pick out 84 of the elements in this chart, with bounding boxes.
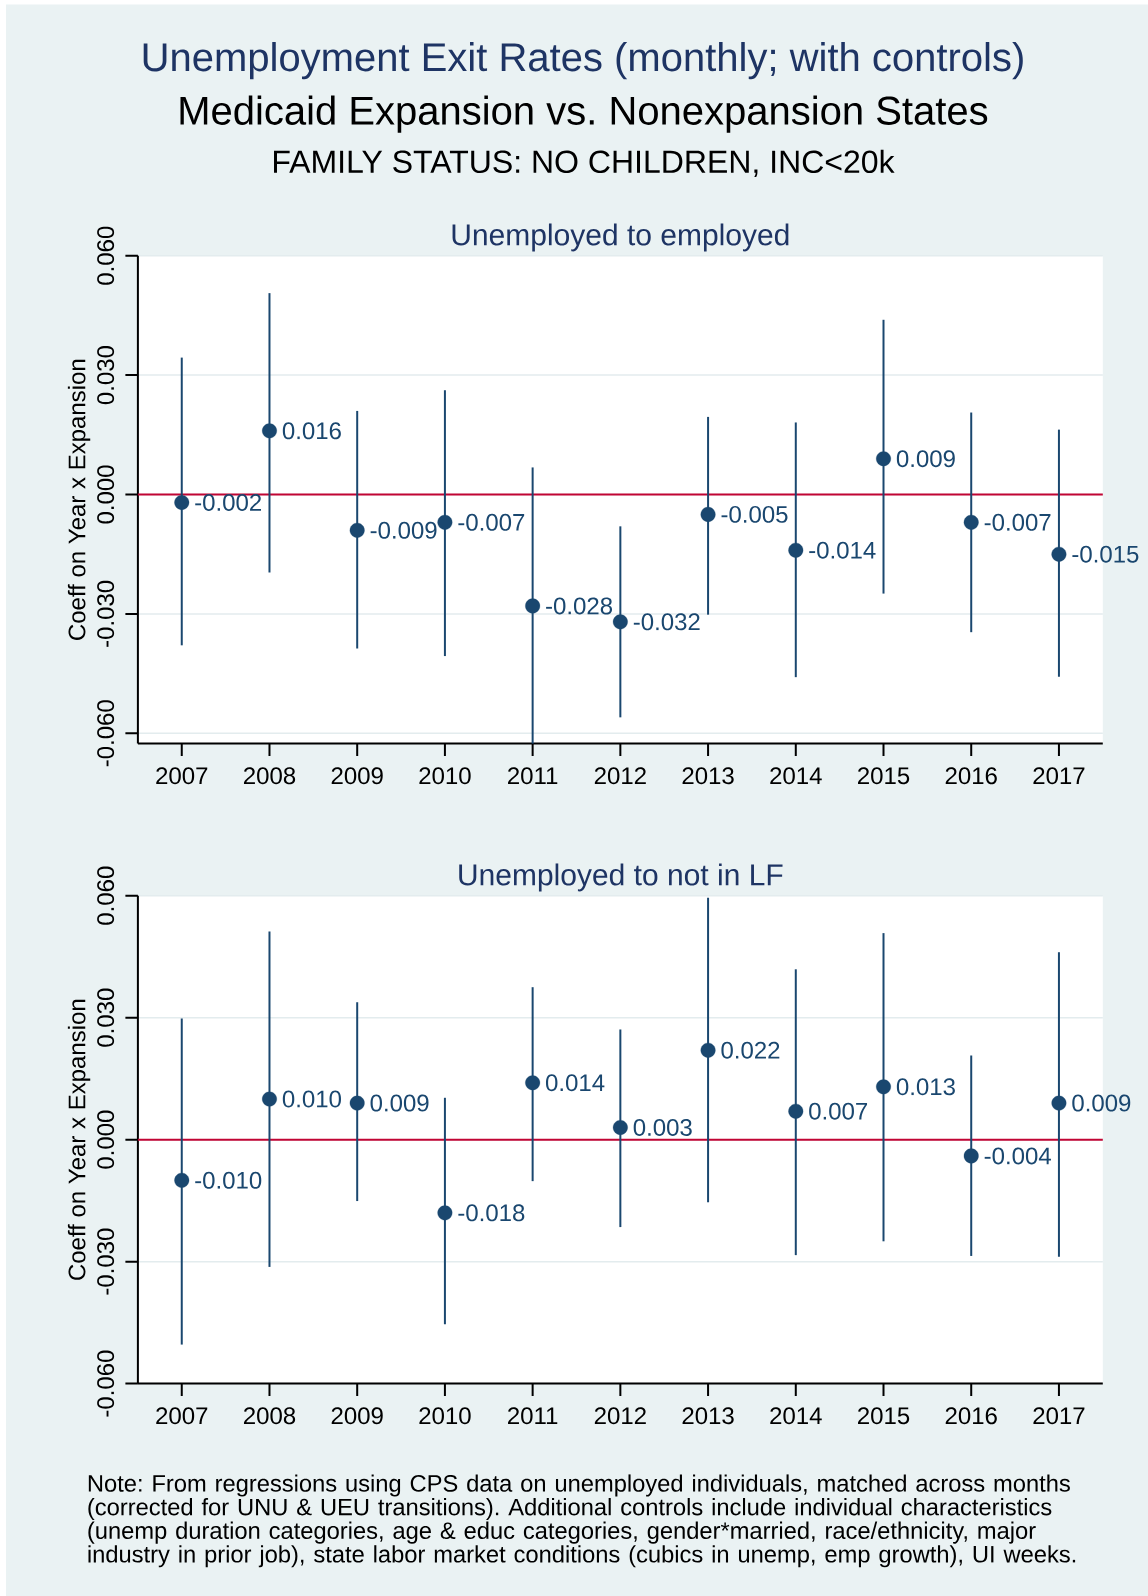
data-label: 0.009	[370, 1094, 429, 1112]
data-label: 0.010	[282, 1090, 341, 1108]
point	[963, 514, 979, 530]
x-tick-label: 2016	[945, 1407, 997, 1425]
data-label: -0.032	[633, 613, 700, 631]
point	[262, 423, 277, 439]
x-tick-label: 2009	[331, 767, 383, 785]
x-tick-label: 2008	[243, 1407, 296, 1425]
point	[174, 495, 190, 510]
x-tick-label: 2012	[594, 767, 646, 785]
point	[262, 1091, 277, 1107]
y-tick-label: 0.060	[97, 226, 115, 285]
data-label: -0.004	[984, 1147, 1051, 1165]
text: Medicaid Expansion vs. Nonexpansion States	[180, 95, 988, 133]
y-tick-label: 0.060	[97, 866, 115, 925]
point	[700, 506, 716, 522]
data-label: -0.010	[195, 1171, 262, 1189]
point	[963, 1148, 979, 1164]
point	[525, 1075, 541, 1091]
point	[349, 1095, 365, 1111]
text: FAMILY STATUS: NO CHILDREN, INC<20k	[274, 149, 895, 177]
y-tick-label: 0.000	[97, 1110, 115, 1169]
x-tick-label: 2011	[508, 1407, 558, 1425]
chart-title: Unemployed to not in LF	[459, 863, 783, 892]
data-label: -0.018	[458, 1204, 525, 1222]
x-tick-label: 2014	[770, 1407, 822, 1425]
data-label: 0.013	[896, 1078, 955, 1096]
point	[437, 514, 453, 530]
data-label: -0.007	[458, 513, 525, 531]
data-label: 0.003	[633, 1118, 692, 1136]
point	[700, 1042, 716, 1058]
x-tick-label: 2010	[419, 1407, 471, 1425]
data-label: -0.005	[721, 505, 788, 523]
data-label: 0.009	[896, 450, 955, 468]
chart-title: Unemployed to employed	[452, 223, 789, 252]
point	[349, 522, 365, 538]
text: Note: From regressions using CPS data on unemployed individuals, matched across months (corrected for UNU & UEU transitions). Additional controls include individual characteristics (unemp duration categories, age & educ categories, gender*married, race/ethnicity, major industry in prior job), state labor market conditions (cubics in unemp, emp growth), UI weeks.	[88, 1474, 1076, 1568]
data-label: -0.028	[546, 597, 613, 615]
x-tick-label: 2012	[594, 1407, 646, 1425]
point	[612, 1120, 628, 1135]
point	[788, 1103, 804, 1119]
y-tick-label: 0.000	[97, 465, 115, 524]
x-tick-label: 2011	[508, 767, 558, 785]
y-axis-title: Coeff on Year x Expansion	[67, 359, 91, 640]
x-tick-label: 2008	[243, 767, 296, 785]
x-tick-label: 2010	[419, 767, 471, 785]
x-tick-label: 2009	[331, 1407, 383, 1425]
point	[1051, 546, 1067, 562]
data-label: 0.022	[721, 1041, 780, 1059]
x-tick-label: 2017	[1033, 1407, 1085, 1425]
y-tick-label: -0.060	[97, 1350, 115, 1417]
y-tick-label: 0.030	[97, 988, 115, 1047]
point	[876, 451, 891, 467]
point	[1051, 1095, 1067, 1111]
x-tick-label: 2013	[682, 767, 734, 785]
data-label: 0.016	[282, 422, 341, 440]
x-tick-label: 2007	[156, 767, 208, 785]
y-tick-label: -0.030	[97, 1228, 115, 1295]
x-tick-label: 2017	[1033, 767, 1085, 785]
text: Unemployment Exit Rates (monthly; with controls)	[143, 42, 1023, 80]
point	[788, 542, 804, 558]
data-label: -0.002	[195, 493, 261, 511]
x-tick-label: 2014	[770, 767, 822, 785]
x-tick-label: 2007	[156, 1407, 208, 1425]
point	[437, 1205, 453, 1221]
x-tick-label: 2015	[858, 1407, 910, 1425]
x-tick-label: 2015	[858, 767, 910, 785]
data-label: -0.015	[1072, 545, 1139, 563]
data-label: 0.014	[545, 1074, 605, 1092]
data-label: -0.007	[984, 513, 1051, 531]
point	[612, 614, 628, 630]
data-label: 0.007	[809, 1102, 868, 1120]
point	[876, 1079, 891, 1095]
y-tick-label: -0.060	[97, 700, 115, 767]
y-axis-title: Coeff on Year x Expansion	[67, 999, 91, 1280]
y-tick-label: -0.030	[97, 580, 115, 647]
point	[525, 598, 541, 614]
y-tick-label: 0.030	[97, 346, 115, 405]
x-tick-label: 2013	[682, 1407, 734, 1425]
data-label: -0.009	[370, 521, 437, 539]
point	[174, 1172, 190, 1188]
data-label: -0.014	[809, 541, 876, 559]
x-tick-label: 2016	[945, 767, 997, 785]
data-label: 0.009	[1072, 1094, 1131, 1112]
